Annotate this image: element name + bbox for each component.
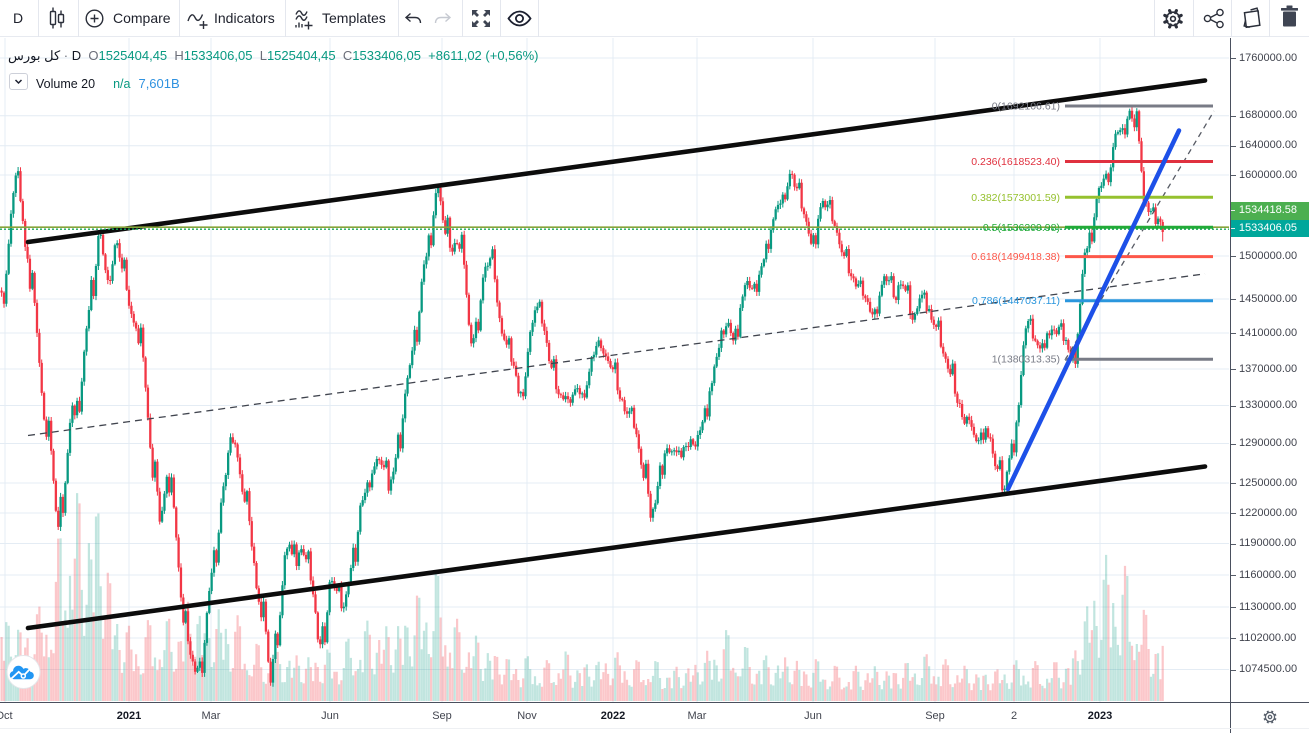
svg-text:0.786(1447037.11): 0.786(1447037.11) xyxy=(972,295,1060,307)
svg-text:0.618(1499418.38): 0.618(1499418.38) xyxy=(971,251,1060,263)
svg-text:1(1380313.35): 1(1380313.35) xyxy=(992,354,1060,366)
svg-text:0(1692106.61): 0(1692106.61) xyxy=(992,101,1060,113)
svg-text:0.5(1536209.98): 0.5(1536209.98) xyxy=(983,222,1060,234)
svg-text:0.236(1618523.40): 0.236(1618523.40) xyxy=(971,156,1060,168)
svg-text:0.382(1573001.59): 0.382(1573001.59) xyxy=(971,192,1060,204)
